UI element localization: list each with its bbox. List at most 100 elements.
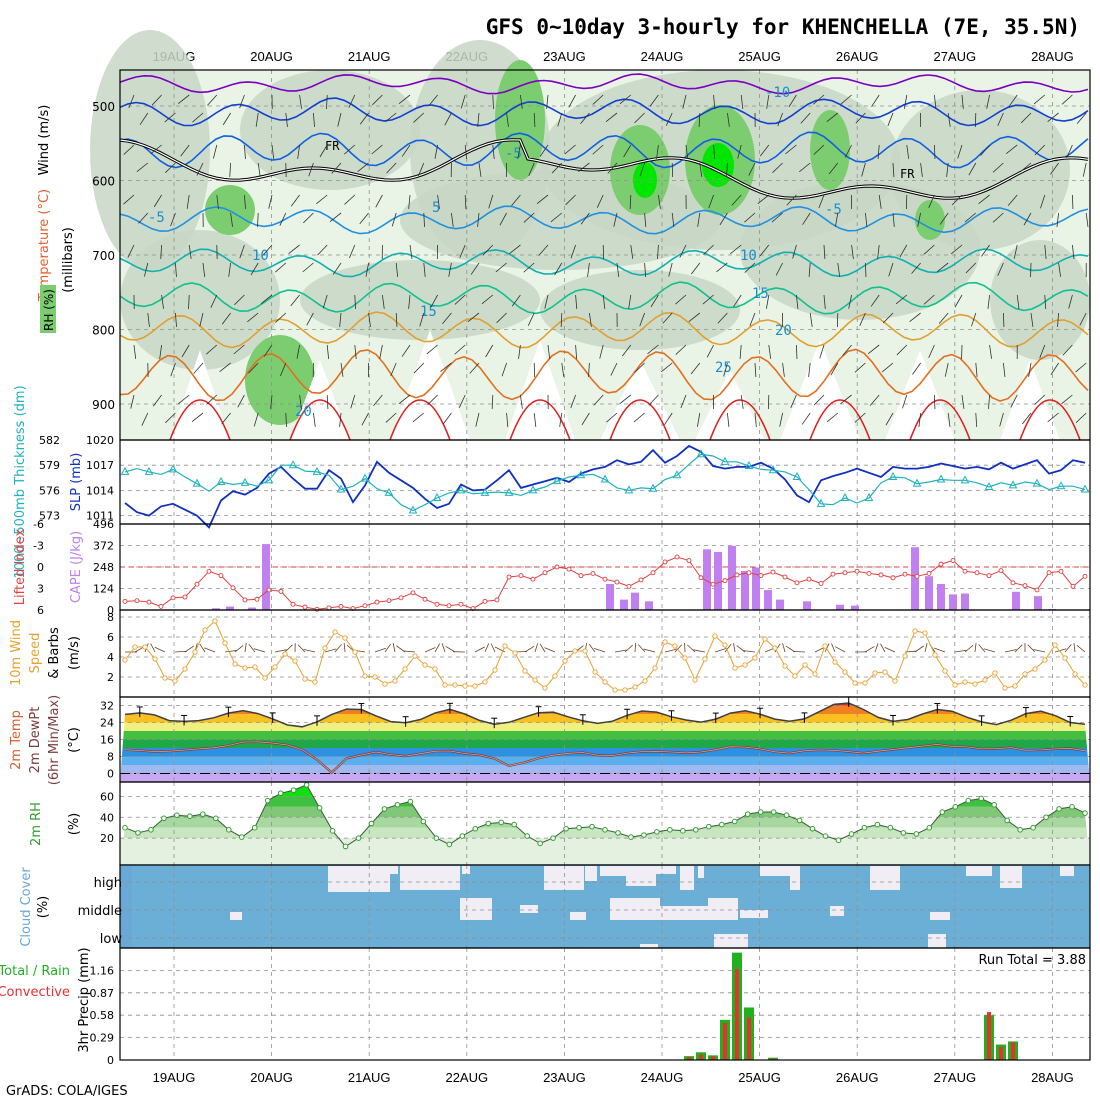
wind-barb [1061,94,1073,105]
wind-barb-10m [234,645,244,653]
rh-marker [757,809,764,815]
wind-barb [823,244,826,259]
wind-barb-10m [434,643,441,653]
wind-barb [1005,144,1018,155]
hot-isotherm [169,399,231,441]
lifted-index-marker [386,598,392,604]
rh-marker [952,804,959,810]
thickness-marker [360,473,370,482]
wind-barb [485,344,494,358]
wind-barb-10m [724,643,732,653]
wind-barb [339,312,342,327]
wind-barb [533,412,537,427]
wind-barb [699,162,703,177]
wind-barb [1056,212,1059,227]
wind-speed-marker [812,671,818,677]
wind-barb [460,94,466,109]
cape-bar [703,549,711,610]
lifted-index-marker [374,599,380,605]
wind-barb [1019,162,1032,173]
wind-barb [247,312,259,323]
wind-barb [950,244,963,255]
cloud-unit-label: (%) [36,896,51,919]
wind-barb [662,312,673,324]
wind-barb [178,394,190,405]
wind-barb [639,162,645,177]
thickness-axis-label: 1000~500mb Thickness (dm) [13,385,28,578]
wind-speed-marker [132,644,138,650]
rh-marker [290,787,297,793]
wind-barb-10m [593,647,606,653]
cloud-low-gap [640,944,658,948]
wind-speed-marker [712,633,718,639]
wind-barb [408,194,411,209]
wind-barb [592,144,604,155]
isotherm-label: 15 [420,304,437,320]
lifted-index-marker [590,571,596,576]
wind-speed-marker [752,655,758,661]
cloud-high-gap [600,866,626,876]
wind-barb [965,262,977,274]
rh-marker [809,825,816,832]
wind-barb [165,162,176,174]
wind-speed-marker [1072,671,1078,677]
rh-marker [394,801,401,808]
wind-speed-marker [612,687,618,693]
wind-barb [470,262,480,275]
cape-tick: 124 [93,583,114,596]
thickness-marker [936,474,946,483]
wind-barb-10m [588,643,596,653]
wind-speed-marker [382,681,388,687]
wind-barb [733,294,742,307]
slp-tick: 1014 [86,484,114,497]
lifted-index-marker [170,595,176,601]
wind-speed-marker [692,677,698,683]
wind-barb [308,162,314,177]
wind-barb [313,112,315,127]
lifted-index-marker [458,601,464,607]
temp2m-panel: 32 24 16 8 0 2m Temp 2m DewPt (6hr Min/Max) (°C) [9,695,1091,785]
rh-mid-blob [120,230,280,370]
temp-band [120,731,1090,740]
freezing-label: FR [325,139,340,153]
wind-speed-marker [822,643,828,649]
wind-barb [354,294,356,310]
wind-barb [999,412,1004,427]
pressure-tick: 600 [92,175,115,189]
rh-marker [200,811,206,817]
wind-barb [299,394,302,409]
wind-barb [481,294,494,305]
lifted-index-marker [974,570,980,576]
wind-barb-10m [303,648,316,653]
wind-speed-marker [832,659,838,665]
wind-barb [385,412,397,423]
thickness-marker [912,478,922,487]
wind-barb [492,144,495,159]
wind-barb [575,294,578,309]
wind-barb [731,194,742,206]
wind-speed-marker [922,630,928,636]
rh-marker [407,798,414,805]
wind-barb [170,362,176,377]
wind-tick: 8 [107,611,114,624]
wind-barb [664,412,673,425]
date-label-top: 24AUG [641,49,684,64]
rh-marker [589,823,595,830]
wind-barb [143,262,149,277]
temp-band [120,765,1090,774]
wind-speed-marker [502,643,508,649]
wind-axis-label: & Barbs [47,627,62,679]
cloud-high-gap [585,866,597,881]
rh-marker [264,797,271,804]
wind-barb [270,394,273,409]
wind-barb [561,362,565,377]
wind-barb [713,144,716,159]
lifted-index-marker [134,598,140,604]
lifted-index-marker [1034,587,1040,593]
lifted-index-marker [518,573,524,579]
wind-speed-marker [602,679,608,685]
wind-barb [290,294,300,307]
wind-barb [141,412,149,426]
date-label-top: 21AUG [348,49,391,64]
wind-speed-marker [492,667,498,673]
